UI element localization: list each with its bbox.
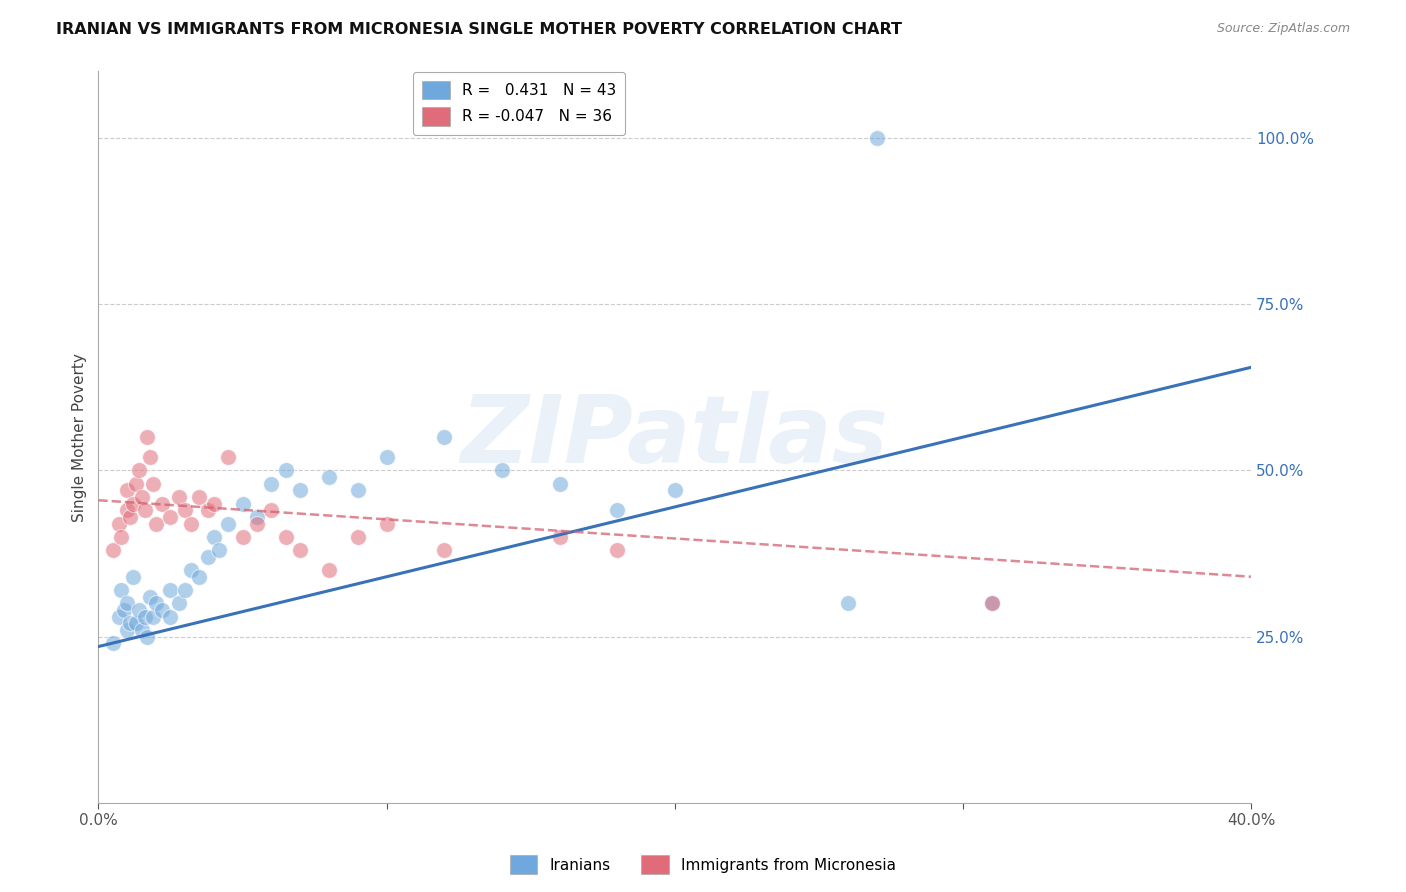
Point bbox=[981, 596, 1004, 610]
Point bbox=[110, 582, 132, 597]
Point bbox=[202, 530, 225, 544]
Point bbox=[120, 509, 142, 524]
Point bbox=[159, 609, 181, 624]
Point bbox=[131, 490, 153, 504]
Point bbox=[197, 549, 219, 564]
Point bbox=[136, 430, 159, 444]
Point bbox=[180, 516, 202, 531]
Point bbox=[231, 530, 254, 544]
Point bbox=[231, 497, 254, 511]
Point bbox=[107, 516, 129, 531]
Point bbox=[134, 503, 156, 517]
Point bbox=[145, 596, 167, 610]
Point bbox=[188, 490, 211, 504]
Point bbox=[837, 596, 859, 610]
Text: IRANIAN VS IMMIGRANTS FROM MICRONESIA SINGLE MOTHER POVERTY CORRELATION CHART: IRANIAN VS IMMIGRANTS FROM MICRONESIA SI… bbox=[56, 22, 903, 37]
Point bbox=[167, 490, 190, 504]
Point bbox=[139, 590, 162, 604]
Point bbox=[122, 570, 145, 584]
Point bbox=[246, 509, 269, 524]
Point bbox=[318, 563, 340, 577]
Point bbox=[375, 516, 398, 531]
Point bbox=[131, 623, 153, 637]
Point bbox=[246, 516, 269, 531]
Point bbox=[101, 543, 124, 558]
Point bbox=[180, 563, 202, 577]
Point bbox=[142, 609, 165, 624]
Point bbox=[107, 609, 129, 624]
Text: ZIPatlas: ZIPatlas bbox=[461, 391, 889, 483]
Point bbox=[122, 497, 145, 511]
Point bbox=[117, 503, 139, 517]
Legend: Iranians, Immigrants from Micronesia: Iranians, Immigrants from Micronesia bbox=[503, 849, 903, 880]
Point bbox=[136, 630, 159, 644]
Point bbox=[120, 616, 142, 631]
Point bbox=[197, 503, 219, 517]
Point bbox=[346, 530, 368, 544]
Point bbox=[290, 543, 312, 558]
Point bbox=[174, 582, 197, 597]
Point bbox=[167, 596, 190, 610]
Point bbox=[318, 470, 340, 484]
Point bbox=[145, 516, 167, 531]
Point bbox=[260, 476, 283, 491]
Point bbox=[202, 497, 225, 511]
Point bbox=[174, 503, 197, 517]
Point bbox=[346, 483, 368, 498]
Point bbox=[217, 450, 239, 464]
Point bbox=[548, 476, 571, 491]
Point bbox=[159, 582, 181, 597]
Point bbox=[117, 623, 139, 637]
Point bbox=[274, 530, 297, 544]
Point bbox=[112, 603, 135, 617]
Point bbox=[274, 463, 297, 477]
Y-axis label: Single Mother Poverty: Single Mother Poverty bbox=[72, 352, 87, 522]
Point bbox=[125, 616, 148, 631]
Point bbox=[664, 483, 686, 498]
Point bbox=[606, 543, 628, 558]
Point bbox=[606, 503, 628, 517]
Point bbox=[150, 603, 173, 617]
Point bbox=[217, 516, 239, 531]
Point bbox=[128, 463, 150, 477]
Point bbox=[101, 636, 124, 650]
Point bbox=[159, 509, 181, 524]
Point bbox=[128, 603, 150, 617]
Point bbox=[433, 430, 456, 444]
Point bbox=[110, 530, 132, 544]
Point bbox=[134, 609, 156, 624]
Point bbox=[142, 476, 165, 491]
Point bbox=[117, 483, 139, 498]
Point bbox=[117, 596, 139, 610]
Legend: R =   0.431   N = 43, R = -0.047   N = 36: R = 0.431 N = 43, R = -0.047 N = 36 bbox=[413, 71, 626, 135]
Point bbox=[491, 463, 513, 477]
Point bbox=[188, 570, 211, 584]
Point bbox=[208, 543, 231, 558]
Point bbox=[433, 543, 456, 558]
Point bbox=[866, 131, 889, 145]
Point bbox=[150, 497, 173, 511]
Point bbox=[260, 503, 283, 517]
Point bbox=[548, 530, 571, 544]
Point bbox=[139, 450, 162, 464]
Point bbox=[290, 483, 312, 498]
Text: Source: ZipAtlas.com: Source: ZipAtlas.com bbox=[1216, 22, 1350, 36]
Point bbox=[981, 596, 1004, 610]
Point bbox=[125, 476, 148, 491]
Point bbox=[375, 450, 398, 464]
